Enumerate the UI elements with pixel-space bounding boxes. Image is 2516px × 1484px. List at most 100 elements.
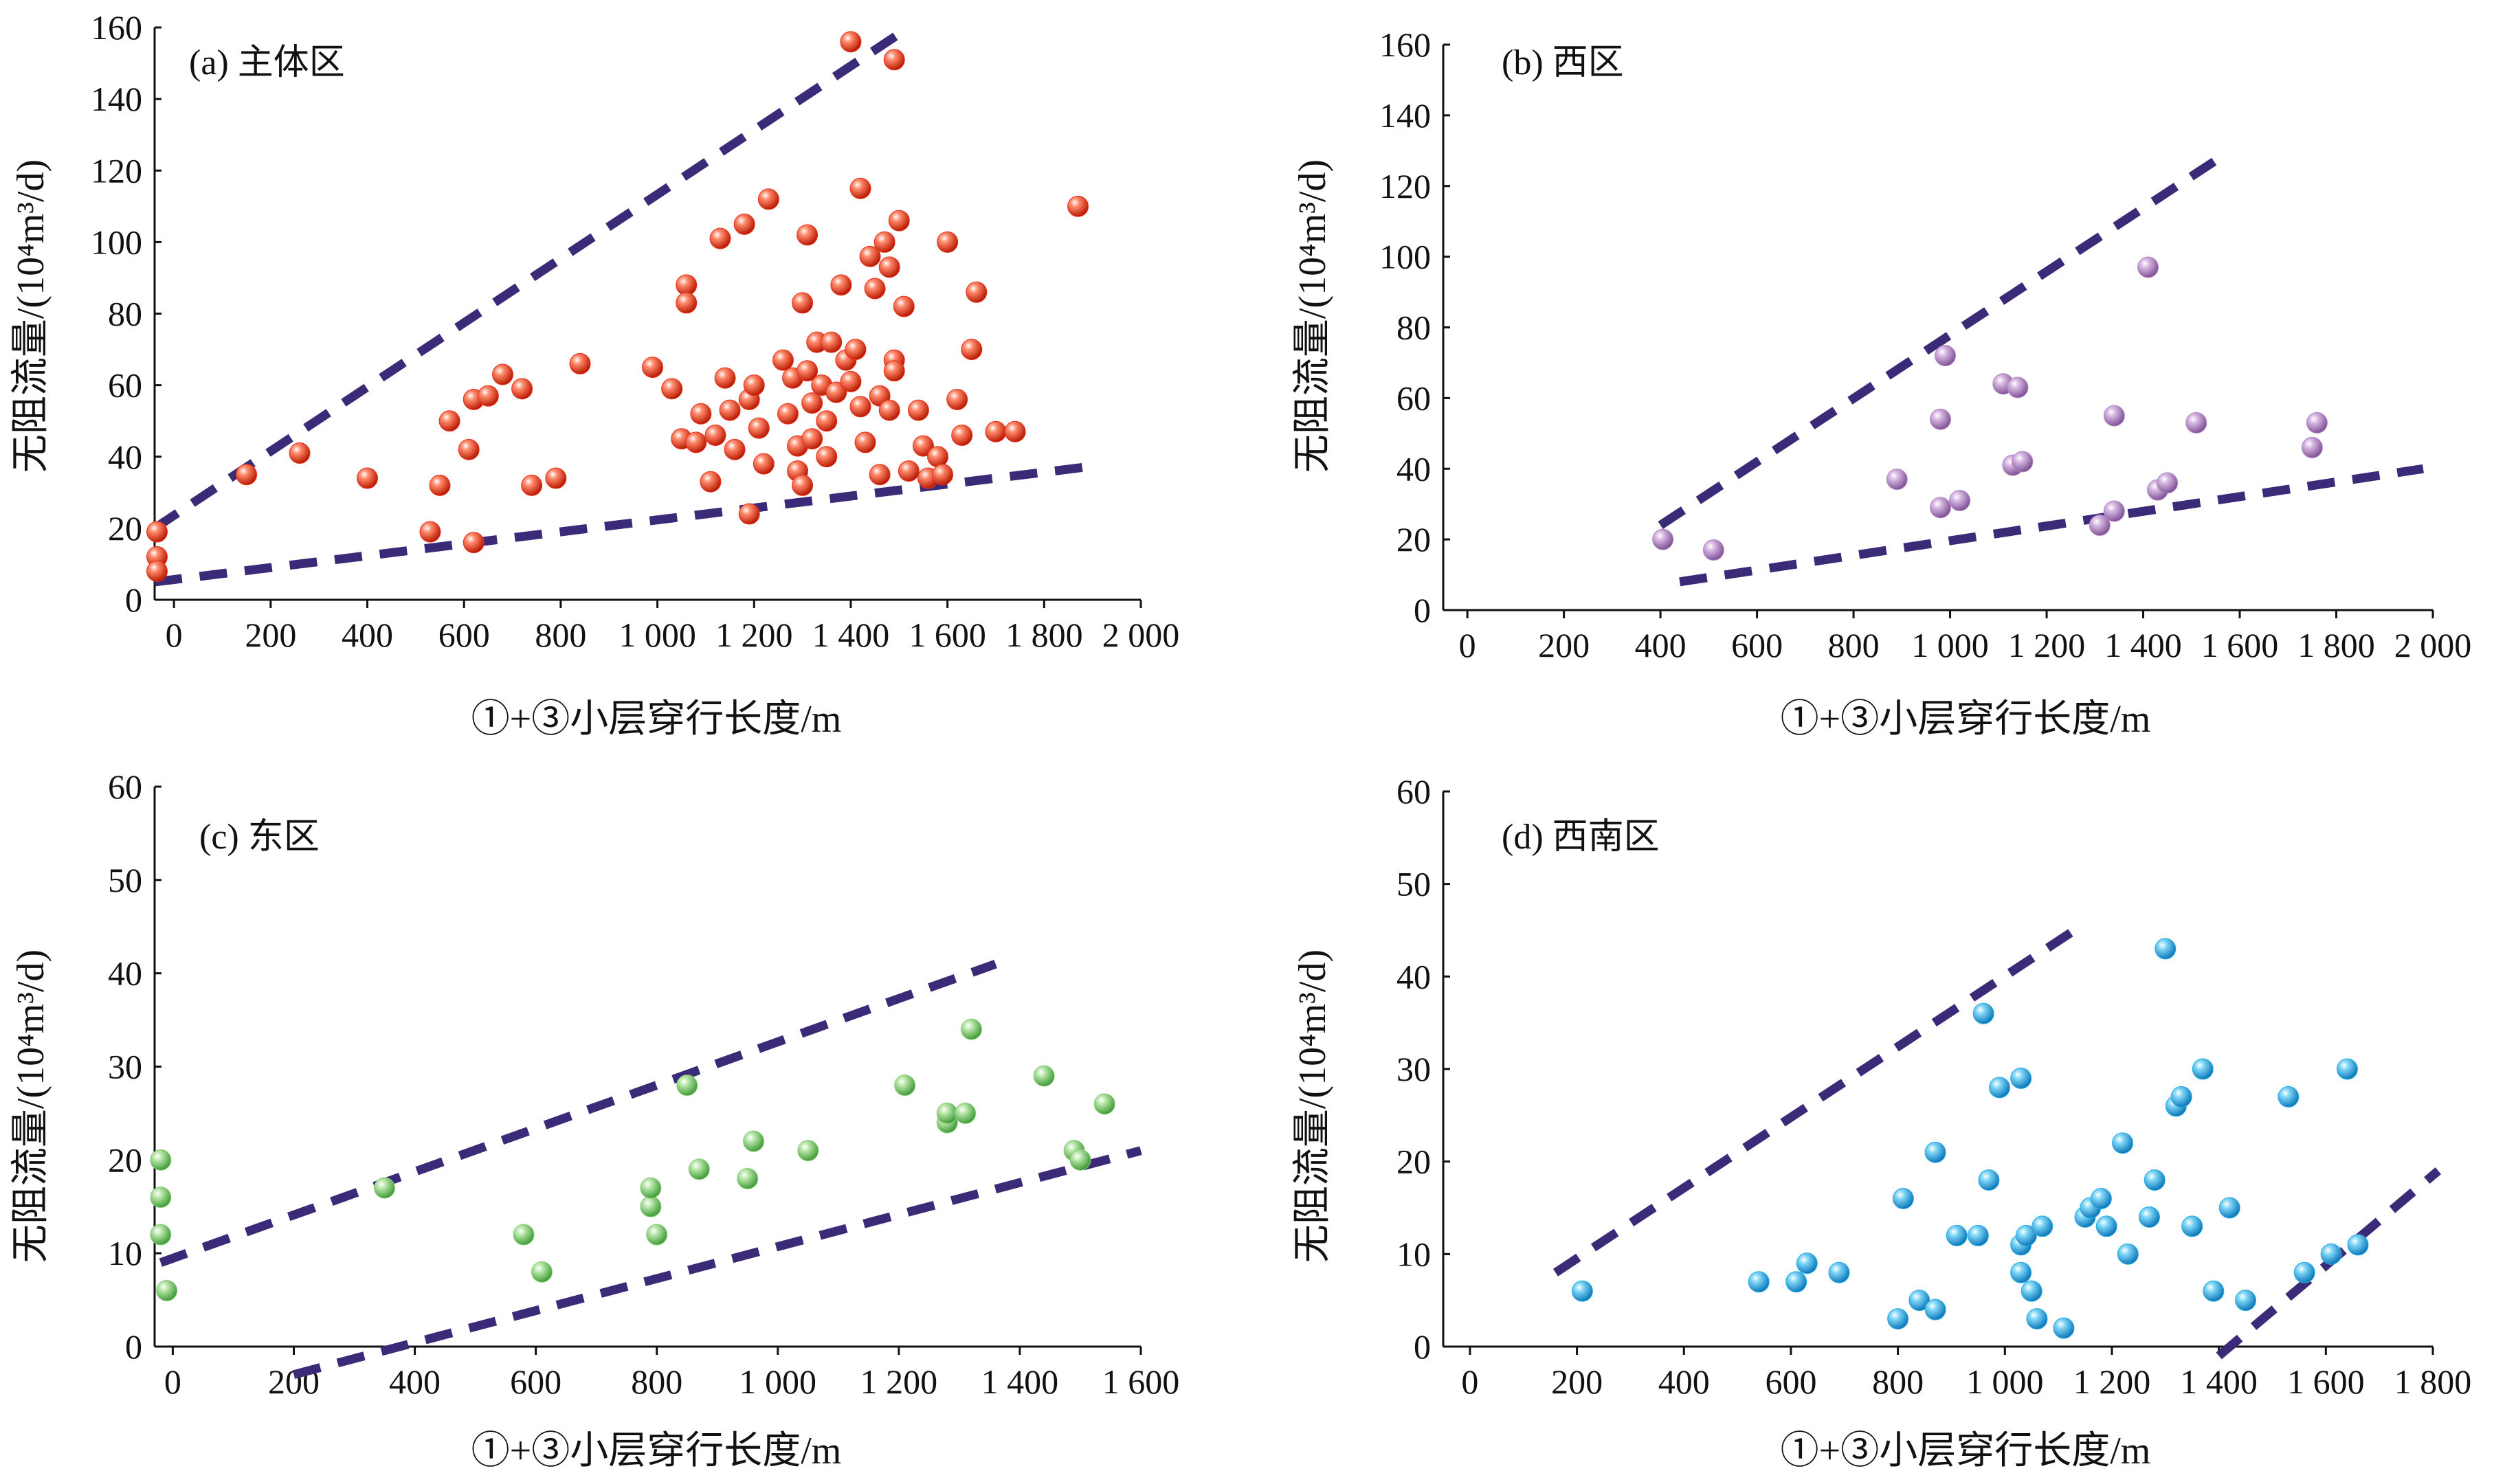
y-tick-label: 0	[125, 581, 142, 619]
data-point	[955, 1102, 977, 1124]
y-tick-label: 60	[108, 767, 142, 806]
panel-d-title: (d) 西南区	[1502, 818, 1660, 857]
data-point	[830, 274, 852, 296]
data-point	[873, 231, 895, 253]
data-point	[2278, 1086, 2300, 1108]
y-tick-label: 140	[1379, 96, 1431, 135]
data-point	[883, 49, 905, 71]
data-point	[1924, 1141, 1946, 1163]
data-point	[869, 464, 891, 486]
data-point	[1004, 420, 1026, 442]
trend-line-upper	[152, 23, 911, 532]
data-point	[688, 1158, 710, 1180]
data-point	[849, 396, 871, 418]
data-point	[840, 370, 862, 392]
data-point	[1930, 497, 1952, 519]
data-point	[894, 1075, 916, 1097]
y-tick-label: 30	[1396, 1050, 1431, 1088]
data-point	[801, 428, 823, 450]
y-tick-label: 80	[108, 295, 142, 333]
data-point	[150, 1187, 172, 1208]
data-point	[1935, 345, 1957, 367]
trend-line-upper	[159, 959, 997, 1267]
data-point	[1033, 1065, 1055, 1087]
data-point	[419, 521, 441, 543]
data-point	[2053, 1317, 2075, 1339]
x-tick-label: 1 000	[739, 1362, 817, 1401]
data-point	[685, 431, 707, 453]
data-point	[737, 1168, 759, 1189]
data-point	[1924, 1298, 1946, 1320]
panel-a: (a) 主体区 0 20 40 60 80 100 120 140 160 0 200 400 600 8…	[10, 8, 1179, 741]
data-point	[961, 339, 983, 361]
data-point	[690, 403, 712, 425]
data-point	[907, 399, 929, 421]
data-point	[2089, 515, 2111, 537]
data-point	[821, 331, 843, 353]
y-tick-label: 20	[108, 1140, 142, 1179]
y-tick-label: 40	[108, 438, 142, 476]
x-tick-label: 400	[389, 1362, 441, 1401]
data-point	[1886, 469, 1908, 491]
data-point	[2203, 1280, 2225, 1302]
data-point	[661, 378, 683, 400]
data-point	[477, 385, 499, 407]
y-tick-label: 0	[125, 1327, 142, 1366]
data-point	[2170, 1086, 2192, 1108]
x-tick-label: 1 400	[2104, 626, 2182, 664]
y-tick-label: 60	[108, 366, 142, 405]
data-point	[2218, 1197, 2240, 1219]
data-point	[676, 1075, 698, 1097]
data-point	[888, 210, 910, 232]
x-tick-label: 1 200	[2008, 626, 2086, 664]
y-tick-label: 160	[91, 8, 142, 47]
data-point	[236, 464, 258, 486]
data-point	[825, 381, 847, 403]
data-point	[1946, 1224, 1968, 1246]
y-tick-label: 20	[1396, 1143, 1431, 1181]
trend-line-upper	[1658, 150, 2228, 529]
y-tick-label: 0	[1414, 1327, 1431, 1366]
x-tick-label: 0	[1459, 626, 1476, 664]
data-point	[849, 177, 871, 199]
y-tick-label: 0	[1414, 591, 1431, 629]
x-tick-label: 200	[1538, 626, 1590, 664]
data-point	[429, 474, 451, 496]
data-point	[2306, 412, 2328, 434]
data-point	[893, 295, 915, 317]
data-point	[2185, 412, 2207, 434]
data-point	[2155, 938, 2177, 960]
data-point	[2026, 1308, 2048, 1330]
data-point	[569, 352, 591, 374]
data-point	[927, 446, 949, 468]
data-point	[2293, 1261, 2315, 1283]
panel-b-x-axis-label: ①+③小层穿行长度/m	[1781, 698, 2151, 741]
x-tick-label: 1 400	[2180, 1362, 2258, 1401]
x-tick-label: 600	[1731, 626, 1783, 664]
x-tick-label: 200	[1551, 1362, 1603, 1401]
data-point	[2144, 1169, 2166, 1191]
y-tick-label: 100	[91, 223, 142, 261]
data-point	[146, 521, 168, 543]
y-tick-label: 100	[1379, 238, 1431, 276]
data-point	[463, 532, 485, 554]
y-tick-label: 50	[1396, 865, 1431, 903]
panel-b-y-axis-label: 无阻流量/(10⁴m³/d)	[1291, 159, 1334, 473]
data-point	[951, 425, 973, 447]
data-point	[2010, 1261, 2032, 1283]
data-point	[1930, 408, 1952, 430]
data-point	[743, 374, 765, 396]
x-tick-label: 600	[510, 1362, 561, 1401]
data-point	[2103, 405, 2125, 427]
x-tick-label: 400	[1635, 626, 1686, 664]
panel-d-y-axis-label: 无阻流量/(10⁴m³/d)	[1291, 949, 1334, 1263]
panel-a-plot: 0 20 40 60 80 100 120 140 160 0 200 400 600 800 1 000 1…	[91, 8, 1179, 654]
data-point	[878, 256, 900, 278]
data-point	[816, 446, 838, 468]
data-point	[2192, 1058, 2214, 1080]
data-point	[646, 1224, 668, 1246]
y-tick-label: 80	[1396, 308, 1431, 347]
